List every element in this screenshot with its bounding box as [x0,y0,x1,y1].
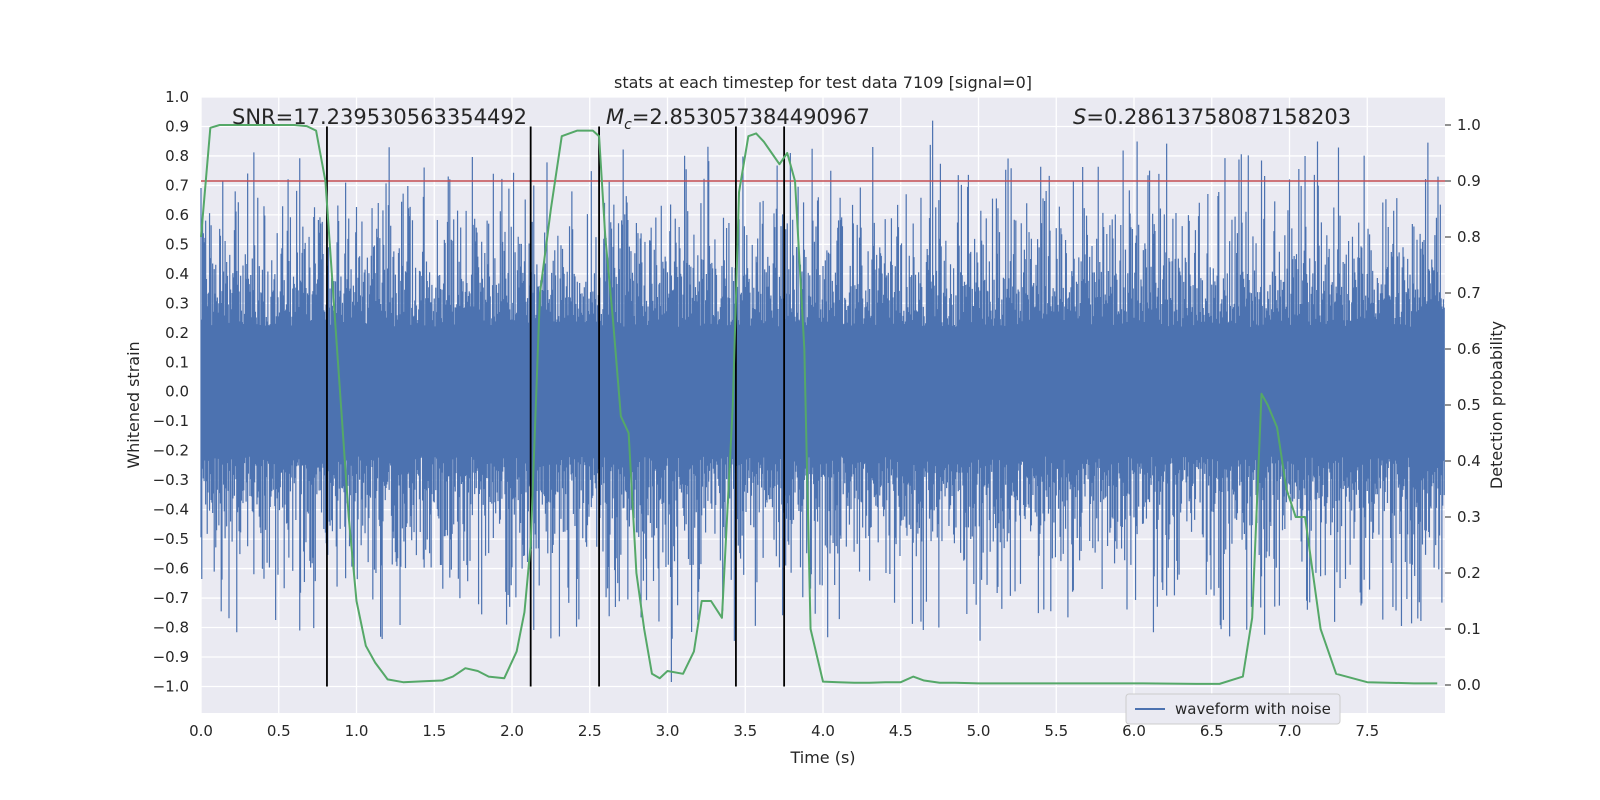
y-left-tick-label: −0.9 [153,648,189,666]
ticks: 0.0 0.5 1.0 1.5 2.0 2.5 3.0 3.5 4.0 4.5 5.0 5.5 6.0 6… [153,88,1481,740]
y-right-tick-label: 0.3 [1457,508,1481,526]
y-right-tick-label: 0.9 [1457,172,1481,190]
s-symbol: S [1073,105,1086,129]
x-tick-label: 6.5 [1200,722,1224,740]
y-left-tick-label: 0.6 [165,206,189,224]
x-tick-label: 3.5 [733,722,757,740]
x-tick-label: 5.0 [967,722,991,740]
x-tick-label: 6.0 [1122,722,1146,740]
snr-annotation: SNR=17.239530563354492 [232,105,527,129]
chart-title: stats at each timestep for test data 710… [614,73,1032,92]
x-axis-label: Time (s) [789,748,855,767]
y-axis-label-right: Detection probability [1487,321,1506,489]
s-value: =0.28613758087158203 [1086,105,1351,129]
x-tick-label: 5.5 [1044,722,1068,740]
y-left-tick-label: −0.4 [153,501,189,519]
x-tick-label: 2.0 [500,722,524,740]
x-tick-label: 1.0 [345,722,369,740]
y-left-tick-label: 0.0 [165,383,189,401]
y-left-tick-label: −0.8 [153,619,189,637]
y-left-tick-label: 0.5 [165,235,189,253]
mc-value: =2.853057384490967 [632,105,870,129]
y-left-tick-label: 0.4 [165,265,189,283]
y-left-tick-label: −0.7 [153,589,189,607]
overlays [201,126,1445,687]
y-left-tick-label: 0.9 [165,117,189,135]
y-right-tick-label: 1.0 [1457,116,1481,134]
mc-subscript: c [624,117,632,133]
y-left-tick-label: −1.0 [153,677,189,695]
y-right-tick-label: 0.0 [1457,676,1481,694]
waveform-line [200,120,1445,683]
y-left-tick-label: −0.5 [153,530,189,548]
y-left-tick-label: 0.3 [165,294,189,312]
x-tick-label: 7.0 [1278,722,1302,740]
mc-symbol: M [606,105,624,129]
y-left-tick-label: −0.1 [153,412,189,430]
x-tick-label: 3.0 [656,722,680,740]
waveform-series [200,120,1445,683]
x-tick-label: 0.5 [267,722,291,740]
s-annotation: S=0.28613758087158203 [1073,105,1351,129]
x-tick-label: 7.5 [1355,722,1379,740]
y-right-tick-label: 0.6 [1457,340,1481,358]
y-left-tick-label: 0.2 [165,324,189,342]
y-left-tick-label: −0.2 [153,442,189,460]
x-tick-label: 1.5 [422,722,446,740]
y-left-tick-label: 0.8 [165,147,189,165]
y-left-tick-label: 0.1 [165,353,189,371]
y-axis-label-left: Whitened strain [124,341,143,468]
y-left-tick-label: −0.6 [153,560,189,578]
y-left-tick-label: −0.3 [153,471,189,489]
legend-label: waveform with noise [1175,700,1331,718]
x-tick-label: 2.5 [578,722,602,740]
y-right-tick-label: 0.4 [1457,452,1481,470]
y-right-tick-label: 0.1 [1457,620,1481,638]
legend-box [1125,693,1341,725]
y-left-tick-label: 0.7 [165,176,189,194]
legend: waveform with noise [1125,693,1341,725]
y-right-tick-label: 0.5 [1457,396,1481,414]
y-left-tick-label: 1.0 [165,88,189,106]
y-right-tick-label: 0.8 [1457,228,1481,246]
chirp-mass-annotation: Mc=2.853057384490967 [606,105,870,133]
x-tick-label: 4.5 [889,722,913,740]
y-right-tick-label: 0.2 [1457,564,1481,582]
probability-series [200,124,1438,685]
y-right-tick-label: 0.7 [1457,284,1481,302]
probability-line [200,124,1438,685]
x-tick-label: 0.0 [189,722,213,740]
x-tick-label: 4.0 [811,722,835,740]
